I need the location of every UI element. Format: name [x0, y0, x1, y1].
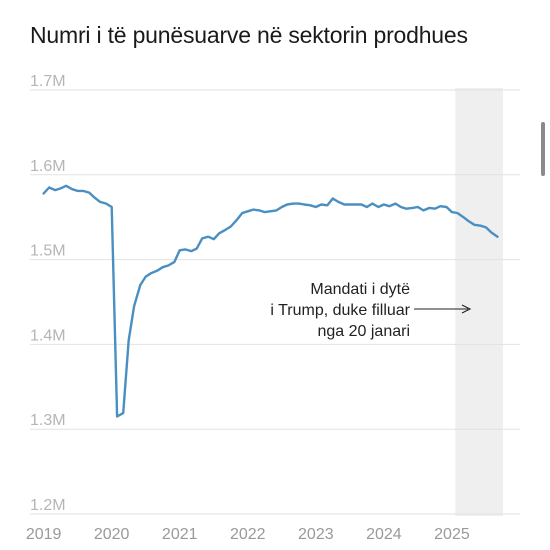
- y-tick-label: 1.4M: [30, 327, 66, 344]
- x-tick-label: 2024: [366, 526, 402, 543]
- y-tick-label: 1.2M: [30, 497, 66, 514]
- series-layer: [42, 184, 499, 418]
- y-tick-label: 1.3M: [30, 412, 66, 429]
- x-axis-labels: 2019 2020 2021 2022 2023 2024 2025: [26, 526, 470, 543]
- annotation-layer: Mandati i dytë i Trump, duke filluar nga 2…: [270, 281, 472, 340]
- shaded-region-layer: [455, 88, 503, 516]
- x-tick-label: 2020: [94, 526, 130, 543]
- annotation-text: nga 20 janari: [317, 323, 410, 340]
- y-tick-label: 1.5M: [30, 243, 66, 260]
- chart-title: Numri i të punësuarve në sektorin prodhu…: [30, 22, 468, 48]
- y-axis-labels: 1.7M 1.6M 1.5M 1.4M 1.3M 1.2M: [30, 73, 66, 514]
- x-tick-label: 2025: [434, 526, 470, 543]
- y-tick-label: 1.6M: [30, 158, 66, 175]
- annotation-text: i Trump, duke filluar: [270, 302, 410, 319]
- scrollbar-thumb[interactable]: [541, 122, 545, 176]
- shaded-region: [455, 88, 503, 516]
- x-tick-label: 2022: [230, 526, 266, 543]
- x-tick-label: 2023: [298, 526, 334, 543]
- series-line: [42, 184, 499, 418]
- annotation-text: Mandati i dytë: [310, 281, 410, 298]
- annotation-arrowhead: [461, 304, 472, 314]
- y-tick-label: 1.7M: [30, 73, 66, 90]
- gridlines-layer: [30, 89, 520, 515]
- x-tick-label: 2021: [162, 526, 198, 543]
- x-tick-label: 2019: [26, 526, 62, 543]
